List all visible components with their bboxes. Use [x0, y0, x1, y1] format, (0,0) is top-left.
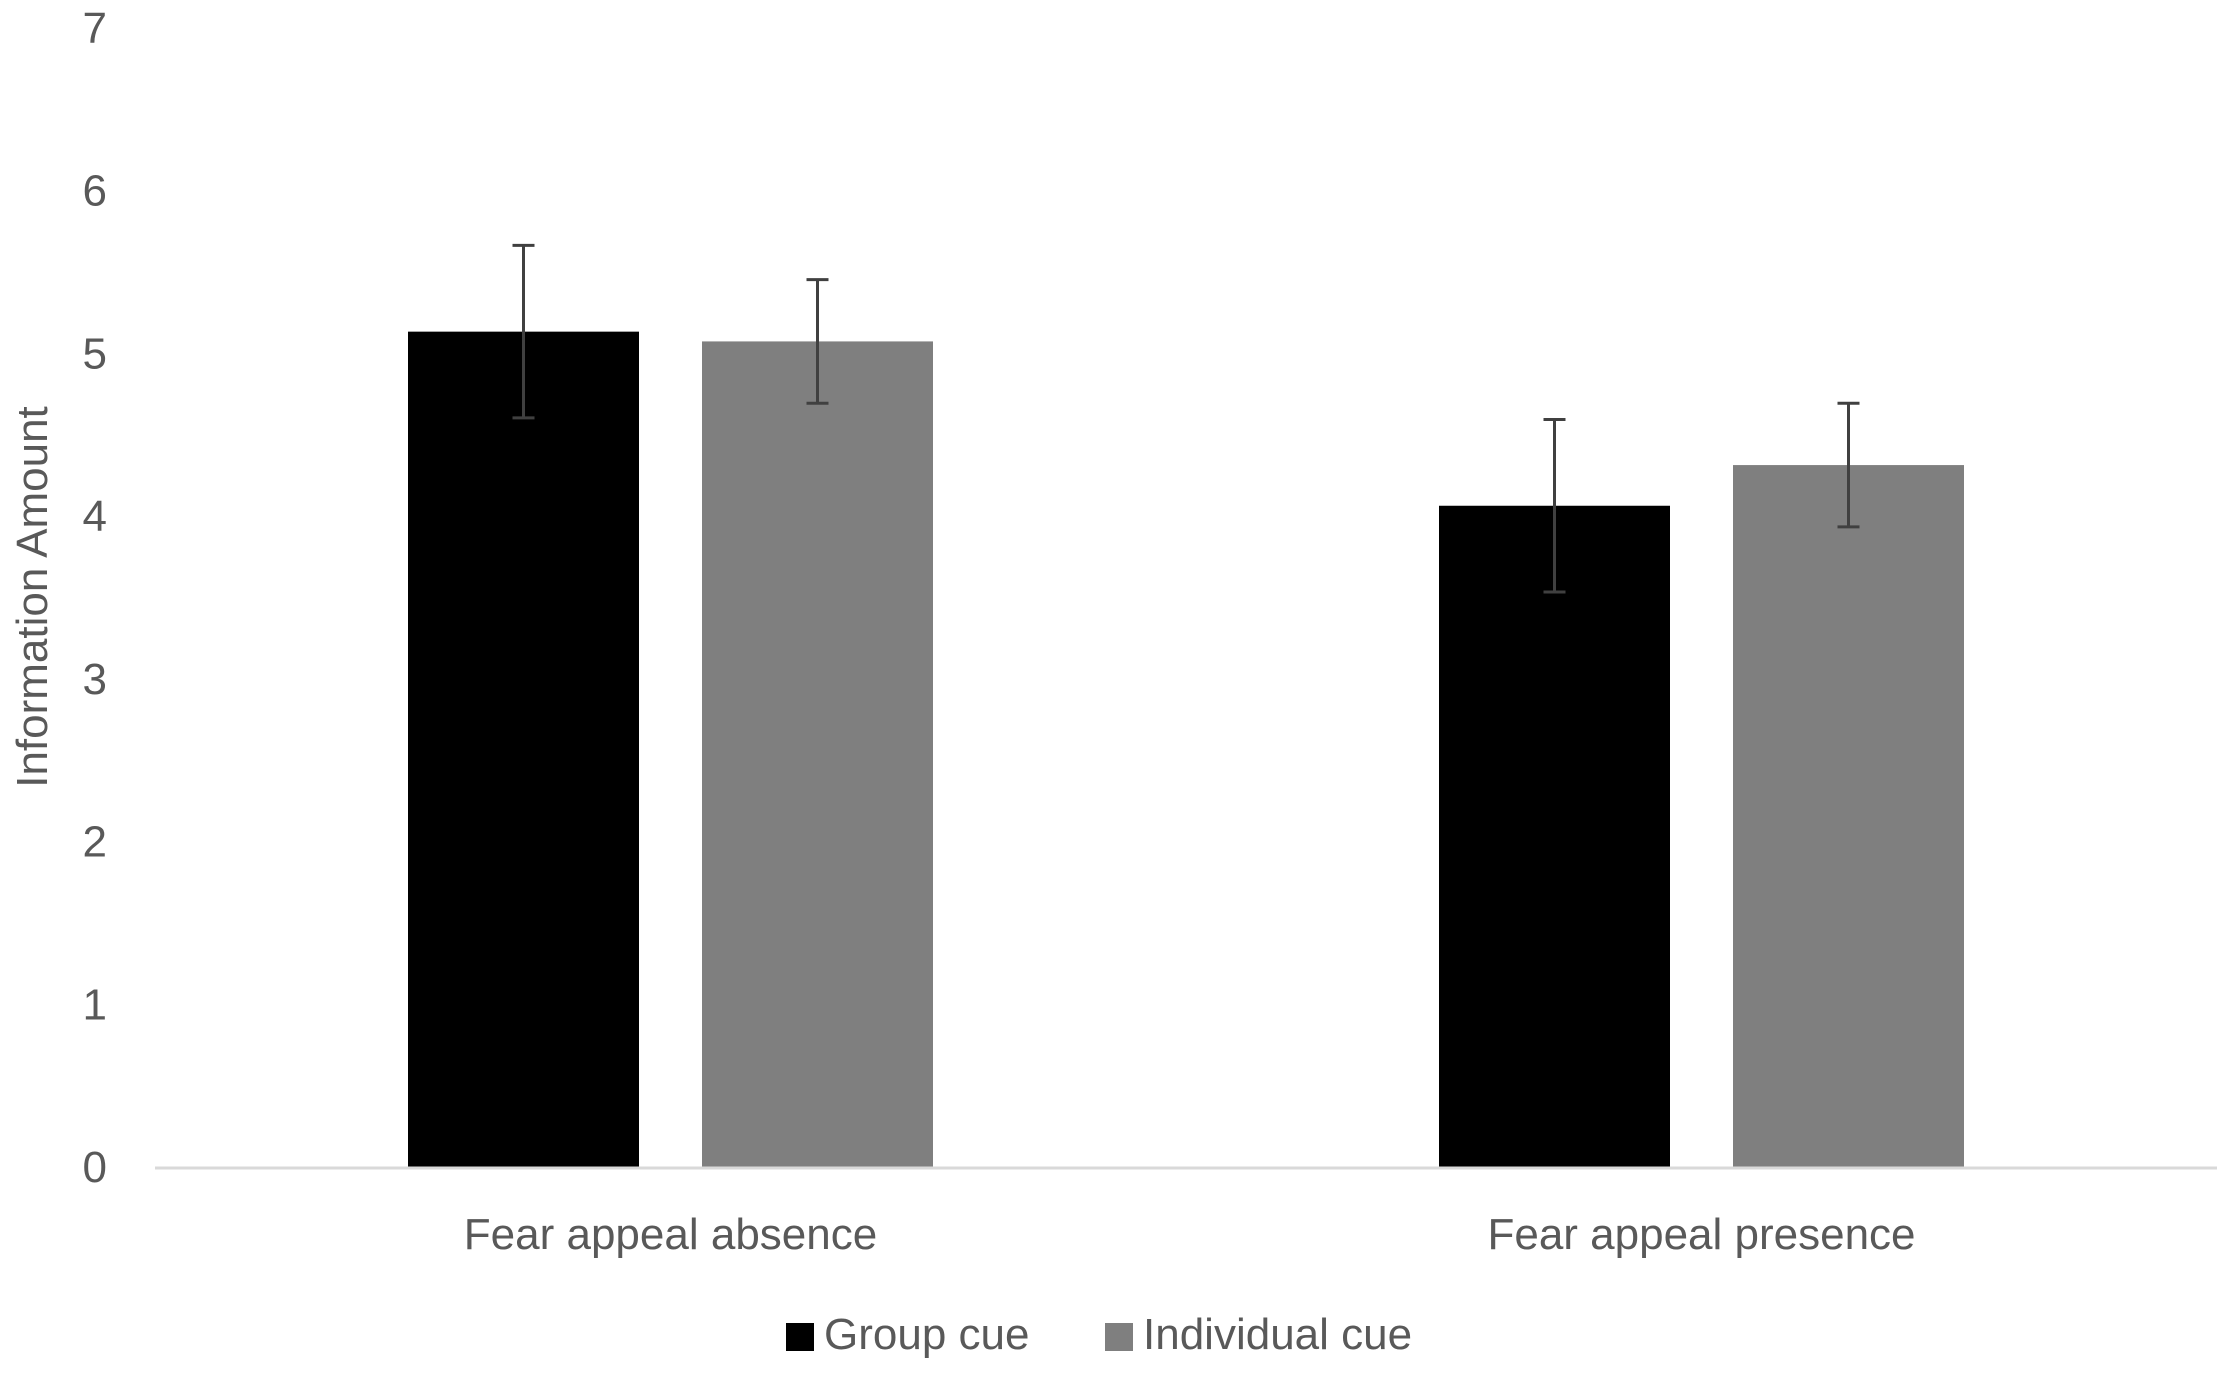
y-tick-label: 4 [83, 492, 107, 541]
error-bars [512, 243, 1860, 594]
error-bar [512, 243, 535, 420]
y-tick-label: 1 [83, 980, 107, 1029]
bar [702, 341, 933, 1168]
y-tick-label: 0 [83, 1143, 107, 1192]
legend-item: Group cue [786, 1310, 1029, 1359]
x-category-label: Fear appeal absence [464, 1210, 877, 1259]
y-tick-label: 7 [83, 4, 107, 53]
y-axis-title-group: Information Amount [8, 406, 57, 788]
legend-swatch [786, 1323, 814, 1351]
bar [1439, 505, 1670, 1168]
x-category-label: Fear appeal presence [1487, 1210, 1915, 1259]
error-bar [1543, 418, 1566, 594]
y-axis-title: Information Amount [8, 406, 57, 788]
y-tick-label: 3 [83, 655, 107, 704]
bar [408, 331, 639, 1168]
error-bar [1837, 401, 1860, 529]
y-tick-label: 5 [83, 329, 107, 378]
legend-label: Group cue [824, 1310, 1029, 1359]
legend-swatch [1105, 1323, 1133, 1351]
x-axis-category-labels: Fear appeal absence Fear appeal presence [464, 1210, 1916, 1259]
legend-label: Individual cue [1143, 1310, 1412, 1359]
y-axis-ticks: 0 1 2 3 4 5 6 7 [83, 4, 107, 1192]
legend-item: Individual cue [1105, 1310, 1412, 1359]
y-tick-label: 6 [83, 167, 107, 216]
bar [1733, 465, 1964, 1168]
bars [408, 331, 1964, 1168]
error-bar [806, 278, 829, 405]
y-tick-label: 2 [83, 818, 107, 867]
legend: Group cue Individual cue [786, 1310, 1412, 1359]
